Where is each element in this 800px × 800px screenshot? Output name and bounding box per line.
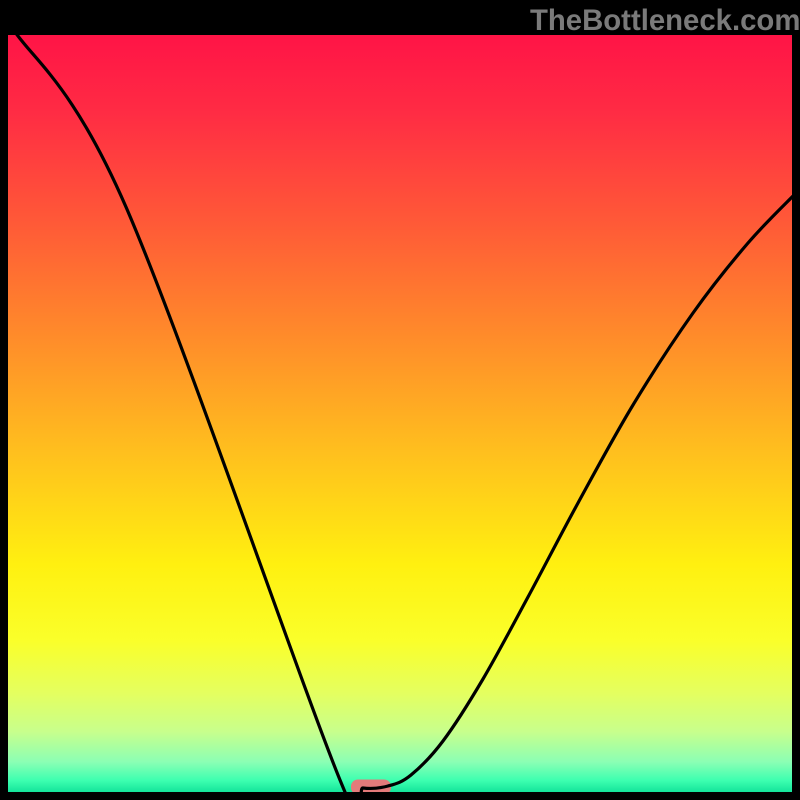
watermark-text: TheBottleneck.com bbox=[530, 4, 800, 38]
curve-layer bbox=[8, 35, 792, 792]
bottleneck-curve bbox=[13, 35, 792, 792]
plot-area bbox=[8, 35, 792, 792]
